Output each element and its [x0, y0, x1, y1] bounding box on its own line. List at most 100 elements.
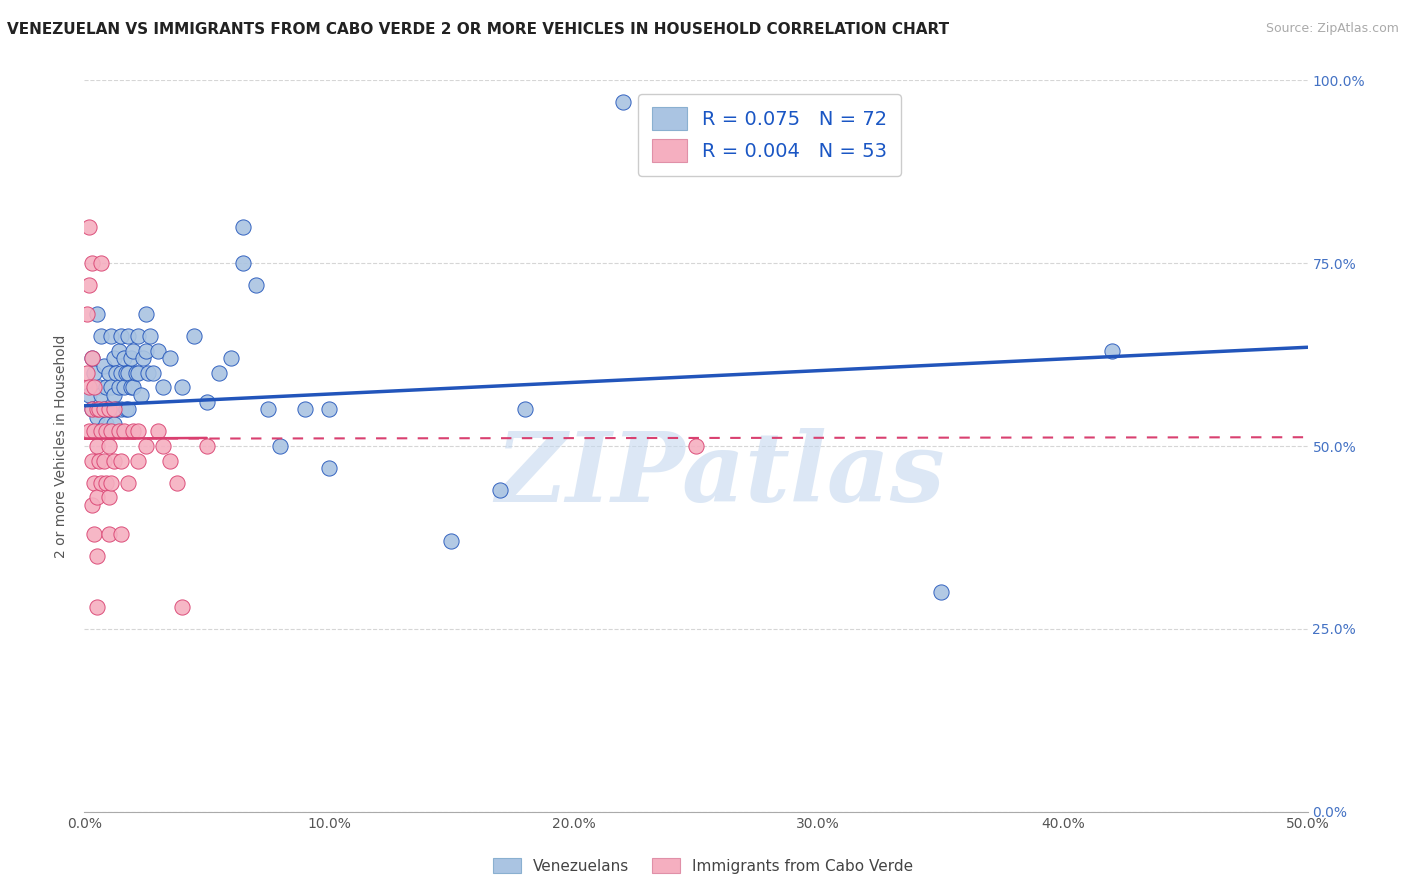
Point: [110, 366, 132, 380]
Point: [107, 425, 129, 439]
Text: ZIPatlas: ZIPatlas: [496, 428, 945, 522]
Point: [77, 219, 100, 234]
Point: [96, 380, 118, 394]
Point: [127, 366, 149, 380]
Legend: R = 0.075   N = 72, R = 0.004   N = 53: R = 0.075 N = 72, R = 0.004 N = 53: [638, 94, 901, 176]
Point: [80, 402, 103, 417]
Point: [489, 483, 512, 497]
Point: [80, 453, 103, 467]
Point: [96, 425, 118, 439]
Point: [100, 329, 122, 343]
Point: [90, 329, 112, 343]
Point: [135, 439, 157, 453]
Point: [117, 475, 139, 490]
Point: [77, 425, 100, 439]
Point: [105, 402, 128, 417]
Point: [195, 439, 218, 453]
Point: [110, 526, 132, 541]
Point: [107, 380, 129, 394]
Point: [97, 366, 120, 380]
Point: [93, 402, 115, 417]
Point: [87, 453, 110, 467]
Point: [93, 359, 115, 373]
Point: [136, 366, 159, 380]
Point: [93, 453, 115, 467]
Point: [100, 475, 122, 490]
Point: [172, 380, 194, 394]
Point: [120, 351, 142, 366]
Point: [100, 380, 122, 394]
Point: [76, 307, 98, 321]
Point: [146, 425, 169, 439]
Point: [90, 256, 112, 270]
Point: [117, 402, 139, 417]
Point: [142, 366, 165, 380]
Point: [87, 402, 110, 417]
Point: [110, 453, 132, 467]
Point: [103, 453, 125, 467]
Point: [107, 343, 129, 358]
Point: [183, 329, 205, 343]
Point: [90, 425, 112, 439]
Y-axis label: 2 or more Vehicles in Household: 2 or more Vehicles in Household: [55, 334, 69, 558]
Point: [440, 534, 463, 549]
Point: [127, 425, 149, 439]
Point: [86, 549, 108, 563]
Point: [80, 256, 103, 270]
Point: [97, 425, 120, 439]
Point: [77, 388, 100, 402]
Point: [96, 475, 118, 490]
Point: [195, 395, 218, 409]
Point: [117, 366, 139, 380]
Point: [929, 585, 952, 599]
Point: [135, 343, 157, 358]
Point: [172, 599, 194, 614]
Point: [115, 366, 138, 380]
Point: [152, 439, 174, 453]
Point: [1101, 343, 1123, 358]
Point: [146, 343, 169, 358]
Point: [86, 402, 108, 417]
Point: [87, 380, 110, 394]
Point: [90, 388, 112, 402]
Point: [125, 366, 148, 380]
Point: [86, 439, 108, 453]
Point: [122, 343, 145, 358]
Point: [76, 366, 98, 380]
Point: [80, 351, 103, 366]
Text: VENEZUELAN VS IMMIGRANTS FROM CABO VERDE 2 OR MORE VEHICLES IN HOUSEHOLD CORRELA: VENEZUELAN VS IMMIGRANTS FROM CABO VERDE…: [7, 22, 949, 37]
Point: [97, 490, 120, 504]
Point: [83, 425, 105, 439]
Point: [112, 351, 135, 366]
Point: [208, 366, 231, 380]
Point: [115, 402, 138, 417]
Point: [152, 380, 174, 394]
Point: [87, 425, 110, 439]
Legend: Venezuelans, Immigrants from Cabo Verde: Venezuelans, Immigrants from Cabo Verde: [486, 852, 920, 880]
Point: [83, 366, 105, 380]
Point: [318, 402, 340, 417]
Point: [96, 417, 118, 431]
Point: [97, 439, 120, 453]
Point: [135, 307, 157, 321]
Point: [129, 388, 152, 402]
Point: [112, 380, 135, 394]
Point: [97, 402, 120, 417]
Point: [159, 351, 181, 366]
Point: [219, 351, 242, 366]
Text: Source: ZipAtlas.com: Source: ZipAtlas.com: [1265, 22, 1399, 36]
Point: [80, 402, 103, 417]
Point: [245, 278, 267, 293]
Point: [257, 402, 280, 417]
Point: [86, 599, 108, 614]
Point: [159, 453, 181, 467]
Point: [122, 380, 145, 394]
Point: [294, 402, 316, 417]
Point: [318, 461, 340, 475]
Point: [103, 388, 125, 402]
Point: [166, 475, 188, 490]
Point: [86, 307, 108, 321]
Point: [80, 498, 103, 512]
Point: [93, 402, 115, 417]
Point: [110, 402, 132, 417]
